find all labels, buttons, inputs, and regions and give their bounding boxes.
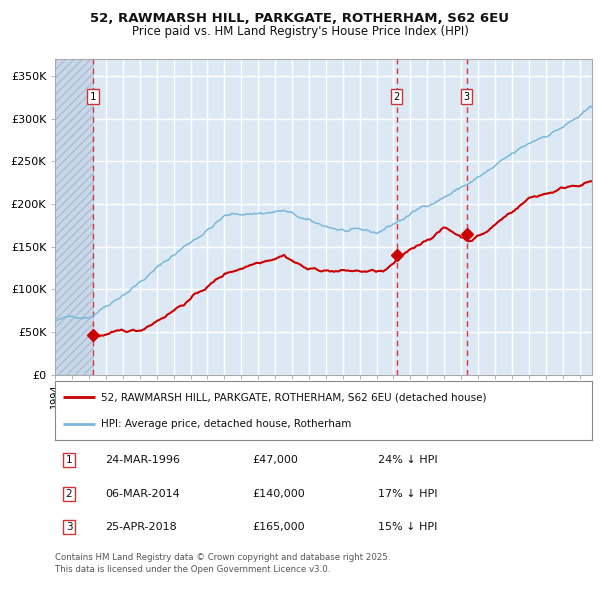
Text: Contains HM Land Registry data © Crown copyright and database right 2025.
This d: Contains HM Land Registry data © Crown c… — [55, 553, 391, 574]
Text: 3: 3 — [65, 522, 73, 532]
Text: HPI: Average price, detached house, Rotherham: HPI: Average price, detached house, Roth… — [101, 419, 351, 429]
Text: £47,000: £47,000 — [252, 455, 298, 465]
Text: 25-APR-2018: 25-APR-2018 — [105, 522, 177, 532]
Text: 52, RAWMARSH HILL, PARKGATE, ROTHERHAM, S62 6EU: 52, RAWMARSH HILL, PARKGATE, ROTHERHAM, … — [91, 12, 509, 25]
Text: 1: 1 — [90, 92, 96, 102]
Text: 2: 2 — [65, 489, 73, 499]
Text: 2: 2 — [394, 92, 400, 102]
Text: 24-MAR-1996: 24-MAR-1996 — [105, 455, 180, 465]
Text: Price paid vs. HM Land Registry's House Price Index (HPI): Price paid vs. HM Land Registry's House … — [131, 25, 469, 38]
Text: 06-MAR-2014: 06-MAR-2014 — [105, 489, 180, 499]
Text: 24% ↓ HPI: 24% ↓ HPI — [378, 455, 437, 465]
Text: £140,000: £140,000 — [252, 489, 305, 499]
Bar — [55, 59, 93, 375]
Text: 1: 1 — [65, 455, 73, 465]
Text: 52, RAWMARSH HILL, PARKGATE, ROTHERHAM, S62 6EU (detached house): 52, RAWMARSH HILL, PARKGATE, ROTHERHAM, … — [101, 392, 487, 402]
Text: 15% ↓ HPI: 15% ↓ HPI — [378, 522, 437, 532]
Text: £165,000: £165,000 — [252, 522, 305, 532]
Text: 17% ↓ HPI: 17% ↓ HPI — [378, 489, 437, 499]
Text: 3: 3 — [463, 92, 470, 102]
